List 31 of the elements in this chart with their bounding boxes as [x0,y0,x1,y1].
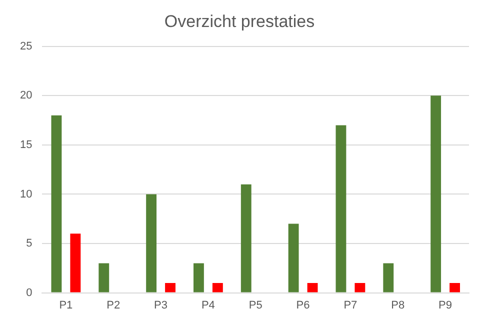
x-tick-label: P6 [296,299,310,312]
y-tick-label: 15 [20,138,32,151]
bar [98,263,110,292]
y-tick-label: 20 [20,90,32,102]
x-tick-label: P3 [154,299,168,312]
y-tick-label: 5 [26,238,32,250]
y-tick-label: 25 [20,40,32,52]
x-tick-label: P9 [438,299,452,312]
bar [354,282,366,292]
bar [307,282,318,292]
bar [194,263,204,292]
bar [212,282,223,292]
x-tick-label: P2 [106,299,120,312]
bar [165,282,176,292]
chart-title: Overzicht prestaties [164,12,315,31]
bar [288,224,299,292]
x-tick-label: P8 [391,299,405,312]
bar [240,184,252,292]
x-tick-label: P7 [344,299,358,312]
y-tick-label: 0 [26,286,32,299]
x-tick-label: P4 [201,299,215,312]
bar [450,282,460,292]
x-tick-label: P5 [248,299,262,312]
y-tick-label: 10 [20,188,32,200]
x-tick-label: P1 [59,299,73,312]
bar [70,234,81,292]
bar [430,96,442,292]
bar [51,115,62,292]
bar [383,263,394,292]
bar [336,125,346,292]
bar [146,194,157,292]
